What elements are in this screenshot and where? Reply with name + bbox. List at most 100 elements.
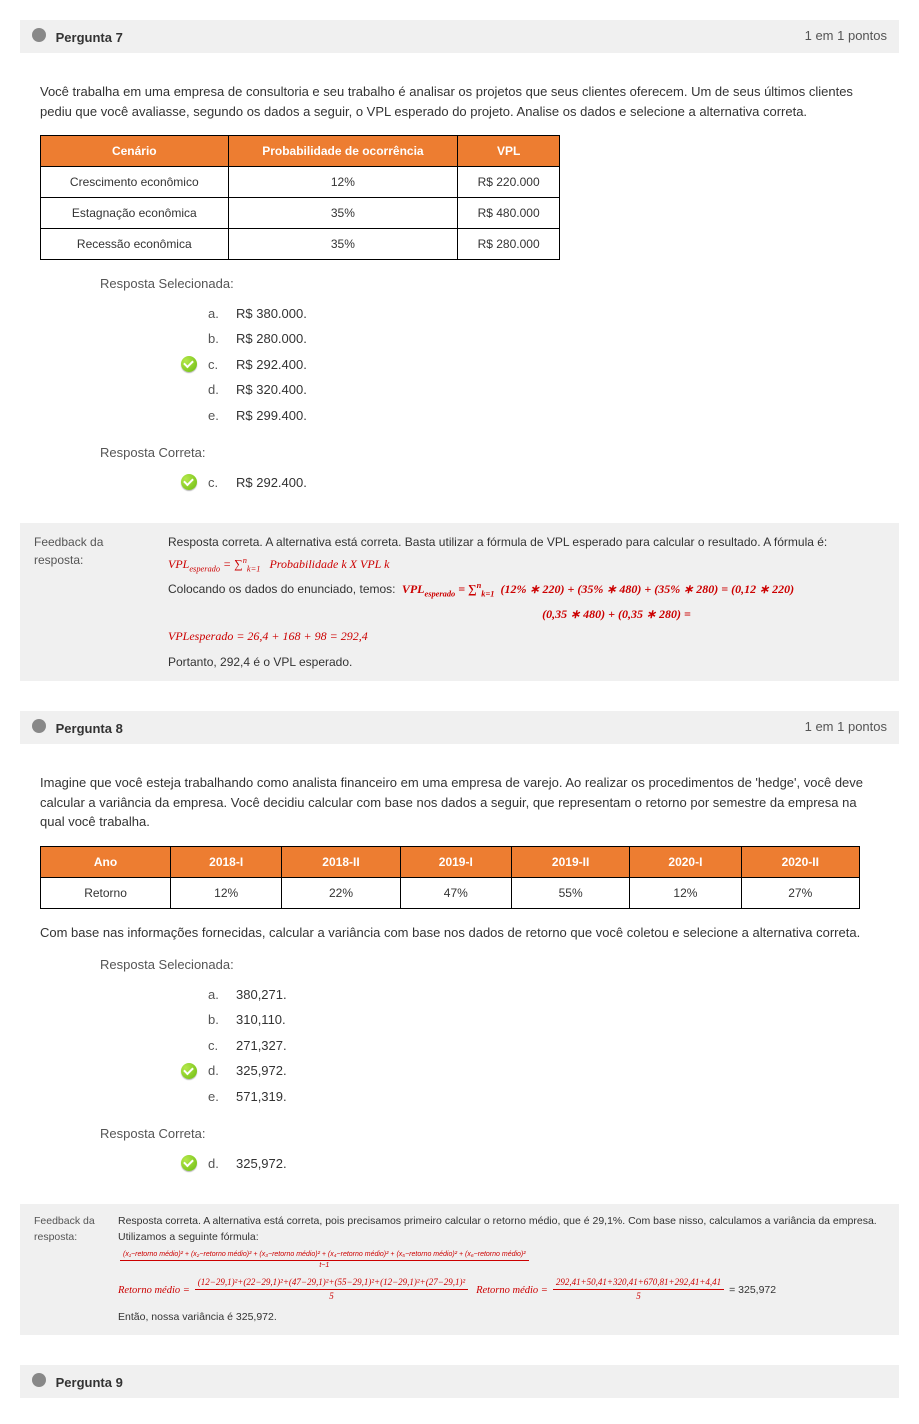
question-8-points: 1 em 1 pontos: [805, 719, 887, 734]
check-icon: [181, 356, 197, 372]
q8-r0c2: 22%: [282, 877, 400, 908]
q7-selected-label: Resposta Selecionada:: [100, 274, 879, 294]
feedback-intro: Resposta correta. A alternativa está cor…: [168, 533, 885, 551]
q7-answers-list: a. R$ 380.000. b. R$ 280.000. c. R$ 292.…: [180, 304, 879, 426]
answer-row: b. 310,110.: [180, 1010, 879, 1030]
answer-row: b. R$ 280.000.: [180, 329, 879, 349]
answer-row: c. R$ 292.400.: [180, 473, 879, 493]
q7-r0c2: R$ 220.000: [458, 167, 560, 198]
q7-correct-label: Resposta Correta:: [100, 443, 879, 463]
q7-th-2: VPL: [458, 136, 560, 167]
q7-th-1: Probabilidade de ocorrência: [228, 136, 458, 167]
answer-text: R$ 292.400.: [236, 355, 307, 375]
q8-th-5: 2020-I: [630, 846, 741, 877]
answer-row: e. R$ 299.400.: [180, 406, 879, 426]
question-8-text2: Com base nas informações fornecidas, cal…: [40, 923, 879, 943]
bullet-icon: [32, 719, 46, 733]
answer-text: 325,972.: [236, 1061, 287, 1081]
answer-letter: d.: [208, 380, 226, 400]
answer-letter: e.: [208, 1087, 226, 1107]
answer-text: R$ 380.000.: [236, 304, 307, 324]
question-7-points: 1 em 1 pontos: [805, 28, 887, 43]
q7-r1c2: R$ 480.000: [458, 198, 560, 229]
answer-text: 325,972.: [236, 1154, 287, 1174]
answer-text: R$ 320.400.: [236, 380, 307, 400]
q8-r0c4: 55%: [511, 877, 629, 908]
formula-2-bottom: (0,35 ∗ 480) + (0,35 ∗ 280) =: [348, 605, 885, 623]
question-8-title: Pergunta 8: [56, 721, 123, 736]
question-7-table: Cenário Probabilidade de ocorrência VPL …: [40, 135, 560, 260]
check-icon: [181, 1155, 197, 1171]
q7-r2c0: Recessão econômica: [41, 229, 229, 260]
answer-letter: d.: [208, 1154, 226, 1174]
q8-th-0: Ano: [41, 846, 171, 877]
q8-answers-list: a. 380,271. b. 310,110. c. 271,327. d. 3…: [180, 985, 879, 1107]
answer-text: 571,319.: [236, 1087, 287, 1107]
formula-2-text: Colocando os dados do enunciado, temos:: [168, 582, 396, 596]
formula-1: VPLesperado = ∑nk=1 Probabilidade k X VP…: [168, 555, 885, 576]
answer-row: c. 271,327.: [180, 1036, 879, 1056]
answer-letter: b.: [208, 329, 226, 349]
bullet-icon: [32, 1373, 46, 1387]
q8-correct-label: Resposta Correta:: [100, 1124, 879, 1144]
answer-text: 310,110.: [236, 1010, 286, 1030]
question-7-title: Pergunta 7: [56, 30, 123, 45]
q8-selected-label: Resposta Selecionada:: [100, 955, 879, 975]
check-icon: [181, 474, 197, 490]
answer-row: c. R$ 292.400.: [180, 355, 879, 375]
answer-row: d. 325,972.: [180, 1154, 879, 1174]
feedback-label: Feedback da resposta:: [34, 1214, 104, 1325]
q7-feedback: Feedback da resposta: Resposta correta. …: [20, 523, 899, 681]
question-9-title: Pergunta 9: [56, 1375, 123, 1390]
q8-r0c6: 27%: [741, 877, 859, 908]
q7-r1c1: 35%: [228, 198, 458, 229]
check-icon: [181, 1063, 197, 1079]
answer-text: 271,327.: [236, 1036, 287, 1056]
q7-r0c1: 12%: [228, 167, 458, 198]
answer-text: R$ 299.400.: [236, 406, 307, 426]
formula-2-line: Colocando os dados do enunciado, temos: …: [168, 580, 885, 601]
q8-feedback: Feedback da resposta: Resposta correta. …: [20, 1204, 899, 1335]
q7-th-0: Cenário: [41, 136, 229, 167]
q8-th-6: 2020-II: [741, 846, 859, 877]
question-7-body: Você trabalha em uma empresa de consulto…: [20, 59, 899, 508]
answer-letter: d.: [208, 1061, 226, 1081]
q8-r0c1: 12%: [171, 877, 282, 908]
q8-correct-answer: d. 325,972.: [180, 1154, 879, 1174]
question-8-header: Pergunta 8 1 em 1 pontos: [20, 711, 899, 744]
answer-row: a. 380,271.: [180, 985, 879, 1005]
answer-letter: e.: [208, 406, 226, 426]
q7-correct-answer: c. R$ 292.400.: [180, 473, 879, 493]
q8-th-3: 2019-I: [400, 846, 511, 877]
q8-r0c3: 47%: [400, 877, 511, 908]
answer-text: R$ 292.400.: [236, 473, 307, 493]
bullet-icon: [32, 28, 46, 42]
feedback-content: Resposta correta. A alternativa está cor…: [118, 1214, 885, 1325]
answer-row: d. 325,972.: [180, 1061, 879, 1081]
question-7-text: Você trabalha em uma empresa de consulto…: [40, 82, 879, 121]
answer-row: a. R$ 380.000.: [180, 304, 879, 324]
answer-letter: c.: [208, 1036, 226, 1056]
answer-text: R$ 280.000.: [236, 329, 307, 349]
answer-row: e. 571,319.: [180, 1087, 879, 1107]
answer-letter: a.: [208, 985, 226, 1005]
formula-row: Retorno médio = (12−29,1)²+(22−29,1)²+(4…: [118, 1276, 885, 1304]
formula-2-top: VPLesperado = ∑nk=1 (12% ∗ 220) + (35% ∗…: [399, 582, 794, 596]
question-9-header: Pergunta 9: [20, 1365, 899, 1398]
q8-th-1: 2018-I: [171, 846, 282, 877]
tiny-formula: (x₁−retorno médio)² + (x₂−retorno médio)…: [118, 1250, 885, 1272]
question-7-header: Pergunta 7 1 em 1 pontos: [20, 20, 899, 53]
answer-letter: b.: [208, 1010, 226, 1030]
feedback-intro: Resposta correta. A alternativa está cor…: [118, 1214, 885, 1246]
question-8-table: Ano 2018-I 2018-II 2019-I 2019-II 2020-I…: [40, 846, 860, 909]
feedback-conclusion: Então, nossa variância é 325,972.: [118, 1310, 885, 1326]
q7-r2c2: R$ 280.000: [458, 229, 560, 260]
q7-r0c0: Crescimento econômico: [41, 167, 229, 198]
q8-th-2: 2018-II: [282, 846, 400, 877]
answer-row: d. R$ 320.400.: [180, 380, 879, 400]
formula-3: VPLesperado = 26,4 + 168 + 98 = 292,4: [168, 627, 885, 645]
feedback-content: Resposta correta. A alternativa está cor…: [168, 533, 885, 671]
feedback-conclusion: Portanto, 292,4 é o VPL esperado.: [168, 653, 885, 671]
question-8-body: Imagine que você esteja trabalhando como…: [20, 750, 899, 1189]
q7-r1c0: Estagnação econômica: [41, 198, 229, 229]
